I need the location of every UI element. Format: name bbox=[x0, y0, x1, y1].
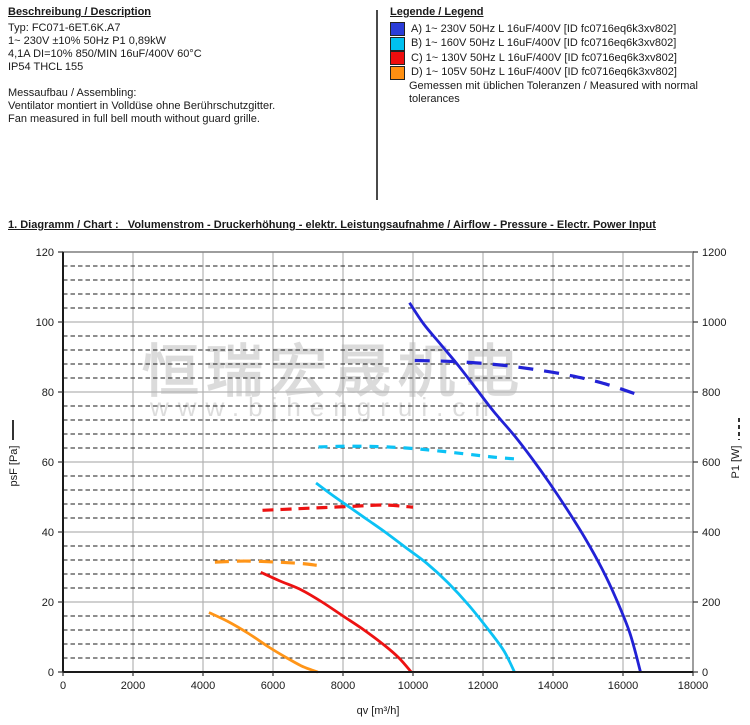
x-tick-label: 8000 bbox=[331, 680, 355, 692]
chart-axes bbox=[58, 251, 698, 676]
x-tick-label: 16000 bbox=[608, 680, 639, 692]
y-left-tick-label: 100 bbox=[36, 317, 54, 329]
legend-label-b: B) 1~ 160V 50Hz L 16uF/400V [ID fc0716eq… bbox=[411, 37, 677, 50]
x-tick-label: 0 bbox=[60, 680, 66, 692]
legend-label-a: A) 1~ 230V 50Hz L 16uF/400V [ID fc0716eq… bbox=[411, 22, 677, 35]
legend-item-a: A) 1~ 230V 50Hz L 16uF/400V [ID fc0716eq… bbox=[390, 22, 750, 37]
x-tick-label: 18000 bbox=[678, 680, 709, 692]
y-left-tick-label: 60 bbox=[42, 457, 54, 469]
legend-item-c: C) 1~ 130V 50Hz L 16uF/400V [ID fc0716eq… bbox=[390, 51, 750, 66]
x-tick-label: 4000 bbox=[191, 680, 215, 692]
y-right-tick-label: 200 bbox=[702, 597, 720, 609]
legend-item-b: B) 1~ 160V 50Hz L 16uF/400V [ID fc0716eq… bbox=[390, 36, 750, 52]
curve-d-pressure bbox=[208, 611, 319, 674]
curve-c-power bbox=[262, 503, 414, 512]
legend-block: Legende / Legend A) 1~ 230V 50Hz L 16uF/… bbox=[390, 6, 750, 106]
curve-d-power bbox=[214, 559, 317, 567]
x-tick-label: 2000 bbox=[121, 680, 145, 692]
legend-label-d: D) 1~ 105V 50Hz L 16uF/400V [ID fc0716eq… bbox=[411, 66, 677, 79]
legend-swatch-a bbox=[390, 22, 405, 37]
legend-label-c: C) 1~ 130V 50Hz L 16uF/400V [ID fc0716eq… bbox=[411, 51, 677, 64]
chart-grid bbox=[63, 252, 693, 672]
chart-tick-labels: 0 2000 4000 6000 8000 10000 12000 14000 16000 180… bbox=[36, 247, 727, 692]
y-right-tick-label: 1200 bbox=[702, 247, 726, 259]
legend-item-d: D) 1~ 105V 50Hz L 16uF/400V [ID fc0716eq… bbox=[390, 65, 750, 81]
curve-b-pressure bbox=[315, 481, 516, 673]
x-tick-label: 14000 bbox=[538, 680, 569, 692]
assembling-line-en: Fan measured in full bell mouth without … bbox=[8, 113, 260, 125]
chart-heading: 1. Diagramm / Chart : Volumenstrom - Dru… bbox=[8, 219, 656, 231]
current-line: 4,1A DI=10% 850/MIN 16uF/400V 60°C bbox=[8, 48, 202, 60]
y-right-tick-label: 1000 bbox=[702, 317, 726, 329]
y-left-tick-label: 20 bbox=[42, 597, 54, 609]
curve-a-power bbox=[414, 358, 645, 399]
legend-swatch-c bbox=[390, 51, 405, 66]
chart-curves bbox=[208, 301, 645, 674]
y-left-tick-label: 120 bbox=[36, 247, 54, 259]
y-axis-right-label: P1 [W] bbox=[730, 445, 742, 478]
x-tick-label: 12000 bbox=[468, 680, 499, 692]
legend-swatch-d bbox=[390, 65, 405, 80]
y-right-tick-label: 800 bbox=[702, 387, 720, 399]
legend-note: Gemessen mit üblichen Toleranzen / Measu… bbox=[409, 80, 698, 105]
y-left-tick-label: 40 bbox=[42, 527, 54, 539]
y-left-tick-label: 80 bbox=[42, 387, 54, 399]
legend-heading: Legende / Legend bbox=[390, 6, 484, 18]
x-tick-label: 10000 bbox=[398, 680, 429, 692]
curve-c-pressure bbox=[260, 570, 413, 673]
y-axis-left-label: psF [Pa] bbox=[8, 446, 20, 487]
protection-line: IP54 THCL 155 bbox=[8, 61, 84, 73]
description-heading: Beschreibung / Description bbox=[8, 6, 152, 18]
curve-b-power bbox=[318, 444, 515, 461]
assembling-heading: Messaufbau / Assembling: bbox=[8, 87, 137, 99]
assembling-line-de: Ventilator montiert in Volldüse ohne Ber… bbox=[8, 100, 276, 112]
y-right-tick-label: 0 bbox=[702, 667, 708, 679]
description-block: Beschreibung / Description Typ: FC071-6E… bbox=[8, 6, 275, 126]
voltage-line: 1~ 230V ±10% 50Hz P1 0,89kW bbox=[8, 35, 166, 47]
x-tick-label: 6000 bbox=[261, 680, 285, 692]
y-left-tick-label: 0 bbox=[48, 667, 54, 679]
x-axis-label: qv [m³/h] bbox=[357, 705, 400, 717]
header-divider bbox=[376, 10, 378, 200]
curve-a-pressure bbox=[408, 301, 642, 673]
y-right-tick-label: 600 bbox=[702, 457, 720, 469]
legend-swatch-b bbox=[390, 36, 405, 51]
y-right-tick-label: 400 bbox=[702, 527, 720, 539]
type-line: Typ: FC071-6ET.6K.A7 bbox=[8, 22, 121, 34]
